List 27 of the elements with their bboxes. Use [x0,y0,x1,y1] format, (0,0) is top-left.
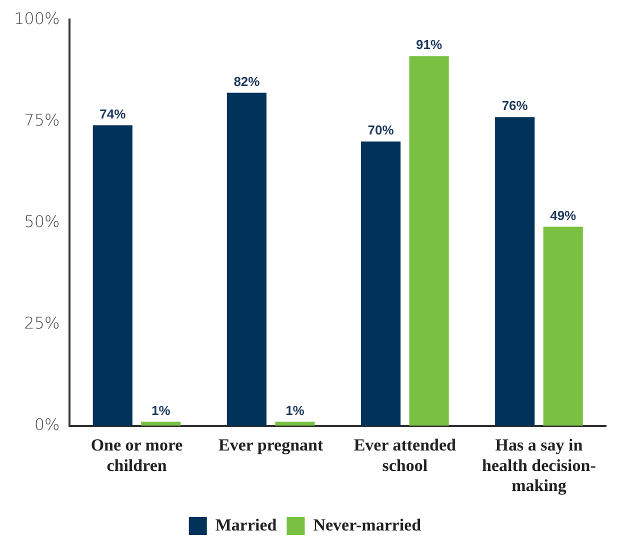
data-label: 1% [286,402,305,418]
data-label: 70% [368,122,394,138]
data-label: 49% [550,208,577,223]
x-tick-label: One or more children [90,435,184,475]
bar [141,422,181,426]
bar [360,141,401,426]
y-tick-label: 0% [34,414,60,434]
x-tick-label: Ever attended school [354,435,457,475]
data-label: 76% [502,98,528,114]
legend-label: Never-married [313,515,422,534]
y-tick-label: 75% [24,110,60,130]
data-label: 1% [152,402,171,418]
bar [543,226,583,426]
x-tick-label: Has a say in health decision-making [482,435,596,496]
bar [92,125,132,426]
data-label: 91% [416,37,442,52]
bar [275,422,315,426]
x-tick-label: Ever pregnant [218,435,324,454]
bar [495,117,535,426]
data-label: 74% [100,106,126,122]
legend-label: Married [215,515,278,534]
y-tick-label: 50% [24,212,60,231]
bar [409,56,449,426]
bar [226,92,266,426]
y-tick-label: 25% [24,313,60,332]
y-tick-label: 100% [14,8,60,28]
data-label: 82% [234,74,260,89]
